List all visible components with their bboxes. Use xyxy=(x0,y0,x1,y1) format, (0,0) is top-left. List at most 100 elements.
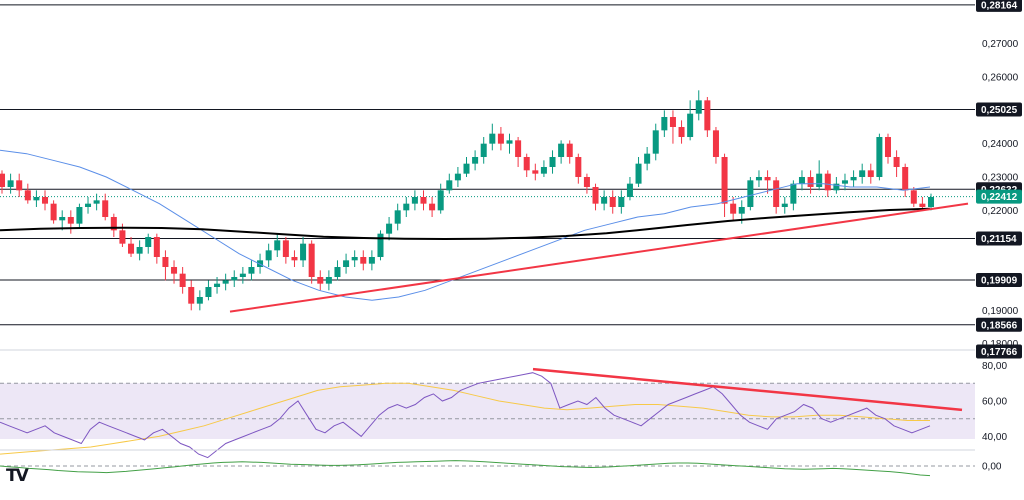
candle-body xyxy=(446,180,453,191)
candle-body xyxy=(876,137,883,177)
candle xyxy=(850,170,857,187)
candle-body xyxy=(300,243,307,261)
candle-body xyxy=(532,170,539,174)
price-tick-label: 0,22000 xyxy=(982,206,1019,217)
candle-body xyxy=(179,273,186,287)
candle xyxy=(669,110,676,144)
price-tick-label: 0,27000 xyxy=(982,39,1019,50)
candle xyxy=(282,237,289,264)
candle xyxy=(687,100,694,141)
level-tag: 0,25025 xyxy=(976,102,1022,117)
candle xyxy=(876,133,883,181)
ma-long-line xyxy=(0,207,931,241)
candle xyxy=(497,127,504,151)
candle xyxy=(540,160,547,177)
candle xyxy=(592,183,599,211)
candle xyxy=(351,250,358,267)
candle-body xyxy=(712,130,719,157)
candle-body xyxy=(833,183,840,191)
oscillator-panel: 0,00 xyxy=(0,460,1002,477)
candlesticks xyxy=(0,90,935,311)
rsi-panel: 80,00 60,00 40,00 xyxy=(0,361,1007,459)
candle xyxy=(635,157,642,187)
candle-body xyxy=(334,267,341,277)
candle-body xyxy=(248,267,255,274)
candle-body xyxy=(669,117,676,127)
candle xyxy=(179,267,186,294)
price-tick-label: 0,19000 xyxy=(982,306,1019,317)
candle xyxy=(153,233,160,264)
candle xyxy=(867,163,874,184)
candle-body xyxy=(824,173,831,191)
candle-body xyxy=(747,180,754,207)
level-tag-label: 0,17766 xyxy=(981,347,1018,358)
candle-body xyxy=(41,197,49,204)
level-tag-bg xyxy=(976,231,1022,246)
candle-body xyxy=(927,197,935,207)
candle-body xyxy=(850,177,857,181)
candle-body xyxy=(282,240,289,257)
candle-body xyxy=(317,277,324,284)
level-tag-bg xyxy=(976,273,1022,288)
candle-body xyxy=(798,177,805,184)
candle-body xyxy=(437,190,444,211)
candle-body xyxy=(790,183,797,204)
current-price-tag: 0,22412 xyxy=(976,189,1022,204)
current-price-tag-label: 0,22412 xyxy=(981,192,1018,203)
candle xyxy=(730,197,737,221)
candle-body xyxy=(566,143,573,157)
level-tag-bg xyxy=(976,344,1022,359)
candle xyxy=(764,170,771,194)
rsi-band xyxy=(0,383,975,439)
candle xyxy=(515,137,522,167)
candle xyxy=(747,177,754,211)
candle xyxy=(59,210,66,231)
candle xyxy=(67,210,74,234)
level-tag-bg xyxy=(976,102,1022,117)
candle-body xyxy=(239,273,246,277)
candle xyxy=(446,173,453,194)
candle xyxy=(463,157,470,177)
candle-body xyxy=(816,173,823,187)
candle-body xyxy=(773,180,780,207)
candle xyxy=(824,170,831,197)
candle-body xyxy=(24,190,31,201)
candle-body xyxy=(738,207,745,214)
candle-body xyxy=(343,260,350,267)
trendline-group xyxy=(229,202,969,313)
candle-body xyxy=(291,257,298,261)
candle-body xyxy=(678,127,685,137)
candle-body xyxy=(50,203,57,221)
level-tag-label: 0,18566 xyxy=(981,320,1018,331)
candle xyxy=(454,167,461,187)
oscillator-line xyxy=(0,460,931,477)
level-tag: 0,17766 xyxy=(976,344,1022,359)
candle-body xyxy=(205,287,212,297)
candle xyxy=(798,170,805,191)
candle-body xyxy=(695,100,702,114)
candle xyxy=(85,197,92,214)
candle xyxy=(214,277,221,294)
candle-body xyxy=(93,200,100,204)
candle xyxy=(841,173,848,191)
candle xyxy=(704,97,711,137)
candle-body xyxy=(755,177,762,181)
candle xyxy=(609,190,616,214)
candle-body xyxy=(368,257,375,264)
candle xyxy=(403,197,410,217)
candle-body xyxy=(919,203,926,207)
candle xyxy=(128,237,135,257)
candle-body xyxy=(231,277,238,281)
candle-body xyxy=(644,153,651,164)
candle-body xyxy=(454,173,461,181)
horizontal-levels xyxy=(0,4,975,326)
candle xyxy=(489,123,496,151)
rsi-tick-label: 60,00 xyxy=(982,397,1007,408)
candle xyxy=(300,237,307,267)
candle-body xyxy=(102,200,109,217)
candle xyxy=(712,127,719,164)
candle-body xyxy=(618,197,625,207)
candle xyxy=(76,203,83,227)
candle-body xyxy=(76,207,83,224)
